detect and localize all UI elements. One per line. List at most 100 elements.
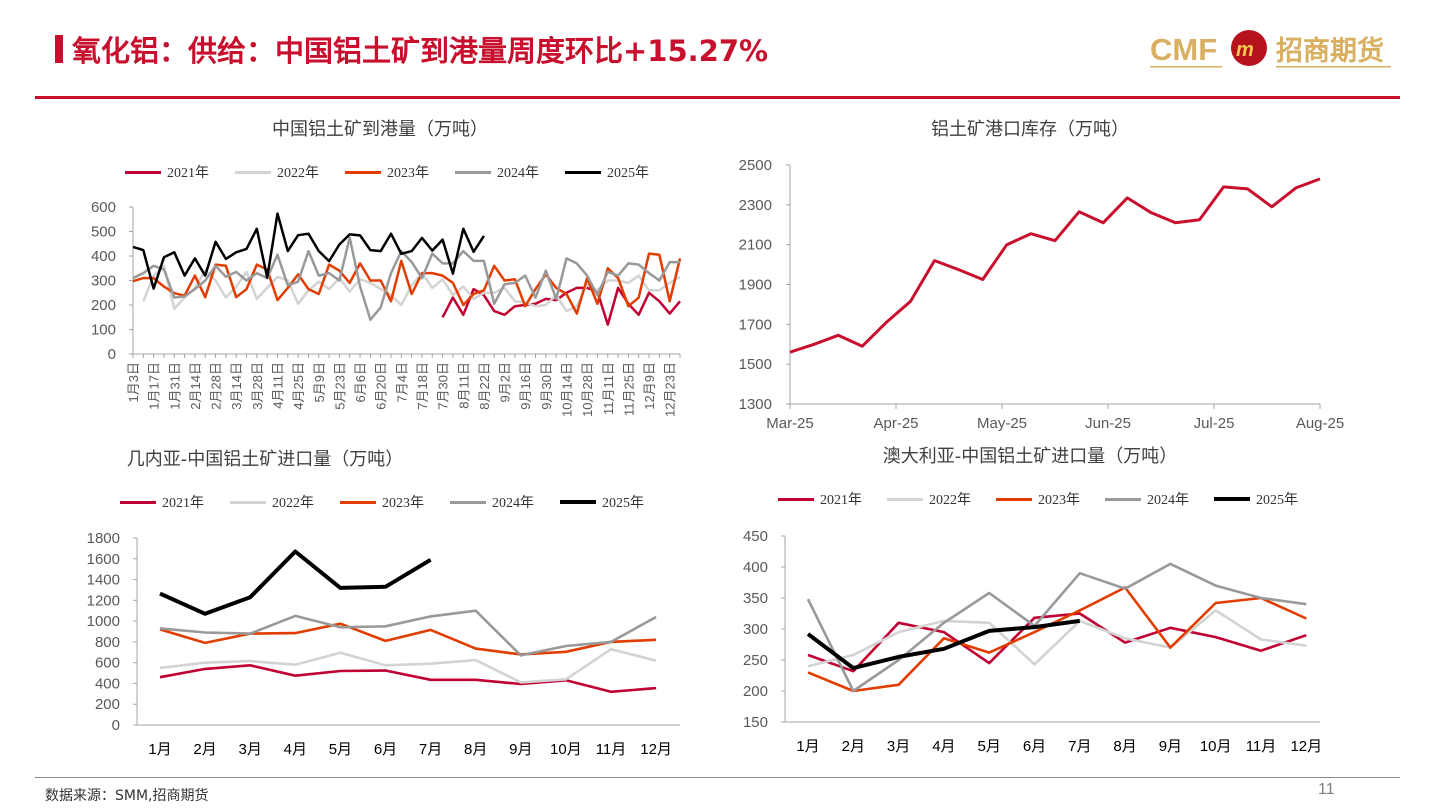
x-tick-label: 11月	[1246, 738, 1277, 755]
svg-text:m: m	[1236, 39, 1254, 61]
x-tick-label: 5月	[329, 741, 352, 758]
x-tick-label: 1月31日	[167, 362, 182, 410]
x-tick-label: 8月	[1113, 738, 1136, 755]
y-tick-label: 1600	[87, 551, 120, 568]
legend-item: 2021年	[120, 492, 204, 512]
y-tick-label: 500	[91, 224, 116, 241]
x-tick-label: 1月3日	[126, 362, 141, 402]
svg-text:CMF: CMF	[1150, 32, 1217, 67]
x-tick-label: 9月16日	[518, 362, 533, 410]
x-tick-label: 8月22日	[477, 362, 492, 410]
y-tick-label: 0	[108, 346, 116, 363]
x-tick-label: 2月28日	[209, 362, 224, 410]
legend-label: 2024年	[1147, 493, 1189, 508]
y-tick-label: 400	[743, 559, 768, 576]
legend-label: 2023年	[382, 496, 424, 511]
legend-item: 2021年	[125, 162, 209, 182]
y-tick-label: 600	[91, 199, 116, 216]
y-tick-label: 250	[743, 652, 768, 669]
legend-item: 2024年	[450, 492, 534, 512]
header-divider	[35, 96, 1400, 99]
legend-item: 2023年	[345, 162, 429, 182]
legend-swatch	[1214, 497, 1250, 501]
x-tick-label: 1月	[796, 738, 819, 755]
legend-swatch	[450, 500, 486, 504]
x-tick-label: 11月	[596, 741, 627, 758]
series-line-2021	[807, 612, 1307, 673]
legend-label: 2023年	[1038, 493, 1080, 508]
legend-swatch	[455, 170, 491, 174]
x-tick-label: 10月14日	[559, 362, 574, 417]
y-tick-label: 1800	[87, 530, 120, 547]
x-tick-label: 1月17日	[147, 362, 162, 410]
legend-item: 2022年	[887, 489, 971, 509]
x-tick-label: 6月	[1023, 738, 1046, 755]
y-tick-label: 400	[91, 248, 116, 265]
x-tick-label: 4月25日	[291, 362, 306, 410]
x-tick-label: 2月	[193, 741, 216, 758]
x-tick-label: Jul-25	[1194, 415, 1235, 432]
y-tick-label: 350	[743, 590, 768, 607]
legend-item: 2025年	[1214, 489, 1298, 509]
legend-label: 2022年	[277, 166, 319, 181]
legend-item: 2023年	[996, 489, 1080, 509]
x-tick-label: 9月2日	[498, 362, 513, 402]
legend-label: 2025年	[1256, 493, 1298, 508]
x-tick-label: 12月23日	[663, 362, 678, 417]
legend-swatch	[235, 170, 271, 174]
x-tick-label: 12月	[1290, 738, 1322, 755]
x-tick-label: 9月	[509, 741, 532, 758]
y-tick-label: 150	[743, 714, 768, 731]
y-tick-label: 1700	[739, 316, 772, 333]
x-tick-label: 7月	[1068, 738, 1091, 755]
series-line-2024	[806, 562, 1307, 693]
y-tick-label: 300	[743, 621, 768, 638]
legend-swatch	[1105, 497, 1141, 501]
x-tick-label: 3月28日	[250, 362, 265, 410]
legend-label: 2021年	[162, 496, 204, 511]
legend-item: 2025年	[565, 162, 649, 182]
x-tick-label: 9月	[1159, 738, 1182, 755]
y-tick-label: 1400	[87, 572, 120, 589]
x-tick-label: 5月	[978, 738, 1001, 755]
legend-item: 2022年	[230, 492, 314, 512]
x-tick-label: 2月	[842, 738, 865, 755]
y-tick-label: 2500	[739, 157, 772, 174]
legend-item: 2024年	[455, 162, 539, 182]
legend-swatch	[120, 500, 156, 504]
x-tick-label: 3月	[239, 741, 262, 758]
chart-title-port-inventory: 铝土矿港口库存（万吨）	[931, 119, 1129, 140]
x-tick-label: 2月14日	[188, 362, 203, 410]
legend-swatch	[560, 500, 596, 504]
legend-swatch	[996, 497, 1032, 501]
page-title: 氧化铝：供给：中国铝土矿到港量周度环比+15.27%	[72, 34, 769, 68]
legend-item: 2021年	[778, 489, 862, 509]
legend-swatch	[340, 500, 376, 504]
legend-label: 2024年	[497, 166, 539, 181]
legend-swatch	[887, 497, 923, 501]
legend-label: 2025年	[607, 166, 649, 181]
y-tick-label: 800	[95, 634, 120, 651]
series-line-2024	[132, 236, 680, 321]
y-tick-label: 400	[95, 675, 120, 692]
series-line-2022	[807, 609, 1307, 668]
data-source: 数据来源：SMM,招商期货	[45, 788, 209, 804]
legend-swatch	[778, 497, 814, 501]
footer-divider	[35, 777, 1400, 778]
legend-label: 2025年	[602, 496, 644, 511]
x-tick-label: 7月	[419, 741, 442, 758]
y-tick-label: 450	[743, 528, 768, 545]
series-line-2022	[159, 647, 657, 684]
x-tick-label: 6月6日	[353, 362, 368, 402]
cmf-logo: CMF m 招商期货	[1150, 30, 1391, 68]
legend-label: 2022年	[929, 493, 971, 508]
x-tick-label: May-25	[977, 415, 1027, 432]
legend-swatch	[345, 170, 381, 174]
y-tick-label: 200	[91, 297, 116, 314]
x-tick-label: 12月9日	[642, 362, 657, 410]
x-tick-label: 3月	[887, 738, 910, 755]
series-line-2025	[132, 212, 485, 290]
y-tick-label: 200	[743, 683, 768, 700]
